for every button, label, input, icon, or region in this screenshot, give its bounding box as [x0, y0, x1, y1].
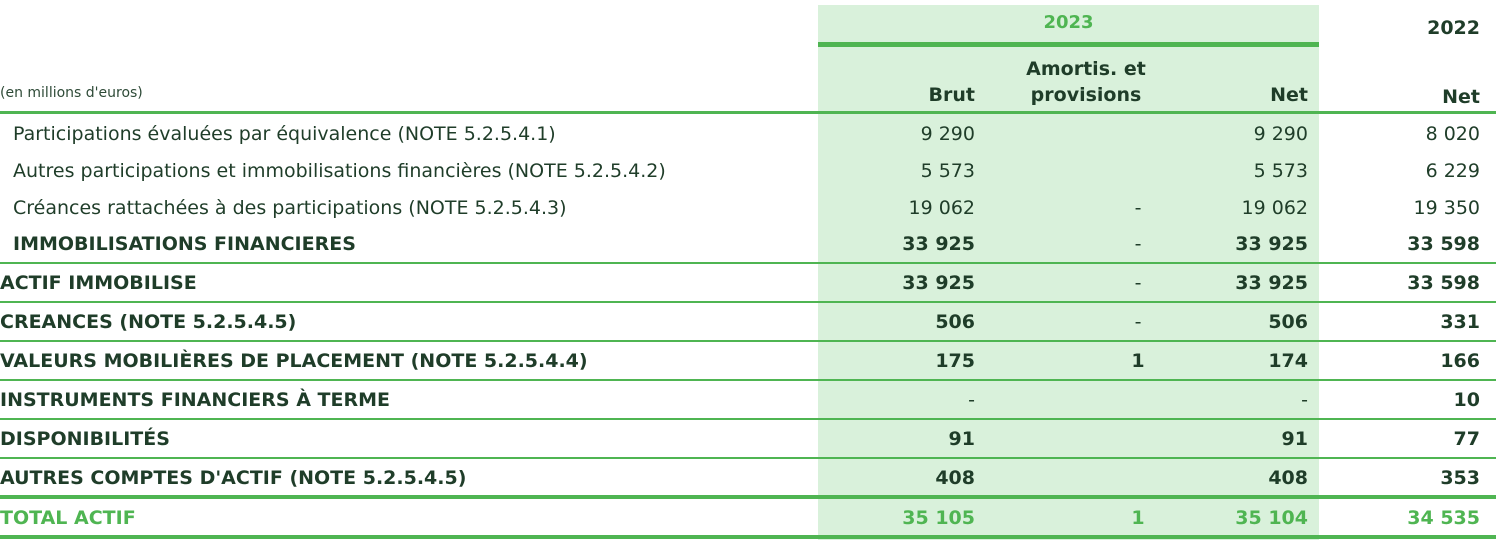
year-2023-underline [818, 42, 1319, 47]
col-header-net-2023: Net [1270, 84, 1308, 106]
row-label: VALEURS MOBILIÈRES DE PLACEMENT (NOTE 5.… [0, 350, 588, 372]
row-label: INSTRUMENTS FINANCIERS À TERME [0, 389, 390, 411]
cell-brut: 5 573 [920, 160, 975, 182]
row-label: ACTIF IMMOBILISE [0, 272, 197, 294]
row-separator [0, 301, 1496, 303]
row-label: AUTRES COMPTES D'ACTIF (NOTE 5.2.5.4.5) [0, 467, 467, 489]
cell-brut: - [968, 389, 975, 411]
cell-brut: 91 [948, 428, 975, 450]
cell-net-2023: 33 925 [1235, 272, 1308, 294]
cell-net-2022: 33 598 [1407, 272, 1480, 294]
cell-amortis: - [1134, 197, 1142, 219]
cell-net-2022: 77 [1453, 428, 1480, 450]
col-header-net-2022: Net [1442, 86, 1480, 108]
year-2022-header: 2022 [1427, 17, 1480, 39]
cell-net-2023: 91 [1281, 428, 1308, 450]
cell-brut: 19 062 [908, 197, 975, 219]
year-2023-highlight [818, 5, 1319, 540]
row-separator [0, 495, 1496, 499]
col-header-amortis-line1: Amortis. et [1026, 58, 1146, 80]
col-header-amortis-line2: provisions [1030, 84, 1142, 106]
cell-brut: 33 925 [902, 233, 975, 255]
header-rule [0, 111, 1496, 114]
col-header-amortis: Amortis. et provisions [1026, 56, 1146, 108]
cell-net-2022: 353 [1440, 467, 1480, 489]
cell-brut: 408 [935, 467, 975, 489]
cell-net-2022: 331 [1440, 311, 1480, 333]
row-label: Créances rattachées à des participations… [13, 197, 567, 219]
cell-amortis: - [1134, 272, 1142, 294]
row-label: Autres participations et immobilisations… [13, 160, 666, 182]
cell-net-2023: 9 290 [1253, 123, 1308, 145]
row-separator [0, 457, 1496, 459]
row-separator [0, 262, 1496, 264]
col-header-brut: Brut [928, 84, 975, 106]
cell-net-2023: 408 [1268, 467, 1308, 489]
cell-brut: 9 290 [920, 123, 975, 145]
cell-net-2023: 506 [1268, 311, 1308, 333]
cell-net-2023: 33 925 [1235, 233, 1308, 255]
cell-brut: 175 [935, 350, 975, 372]
cell-net-2023: 5 573 [1253, 160, 1308, 182]
cell-net-2023: 35 104 [1235, 507, 1308, 529]
cell-net-2022: 10 [1453, 389, 1480, 411]
row-separator [0, 379, 1496, 381]
row-separator [0, 340, 1496, 342]
cell-net-2022: 8 020 [1425, 123, 1480, 145]
cell-net-2023: 19 062 [1241, 197, 1308, 219]
cell-amortis: - [1134, 233, 1142, 255]
cell-net-2022: 6 229 [1425, 160, 1480, 182]
bottom-rule [0, 535, 1496, 539]
cell-brut: 35 105 [902, 507, 975, 529]
row-label: TOTAL ACTIF [0, 507, 136, 529]
cell-amortis: 1 [1131, 507, 1145, 529]
unit-label: (en millions d'euros) [0, 85, 143, 101]
cell-net-2022: 166 [1440, 350, 1480, 372]
row-label: Participations évaluées par équivalence … [13, 123, 556, 145]
cell-net-2022: 19 350 [1413, 197, 1480, 219]
row-label: DISPONIBILITÉS [0, 428, 170, 450]
cell-brut: 33 925 [902, 272, 975, 294]
cell-amortis: 1 [1131, 350, 1145, 372]
cell-net-2023: 174 [1268, 350, 1308, 372]
row-label: CREANCES (NOTE 5.2.5.4.5) [0, 311, 297, 333]
cell-amortis: - [1134, 311, 1142, 333]
cell-net-2022: 33 598 [1407, 233, 1480, 255]
cell-net-2022: 34 535 [1407, 507, 1480, 529]
row-separator [0, 418, 1496, 420]
cell-net-2023: - [1301, 389, 1308, 411]
cell-brut: 506 [935, 311, 975, 333]
year-2023-header: 2023 [1043, 12, 1094, 33]
row-label: IMMOBILISATIONS FINANCIERES [13, 233, 356, 255]
